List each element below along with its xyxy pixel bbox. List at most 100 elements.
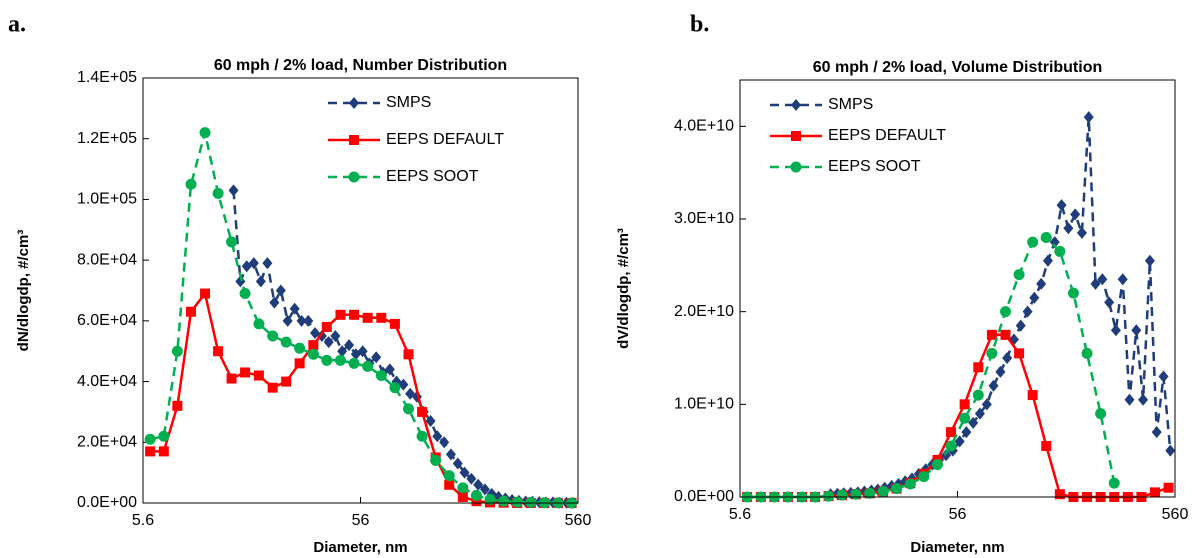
data-point (457, 482, 469, 494)
data-point (253, 318, 265, 330)
plot-frame (739, 79, 1176, 498)
data-point (239, 288, 251, 300)
data-point (1144, 254, 1155, 267)
data-point (918, 471, 930, 483)
data-point (1104, 296, 1115, 309)
data-point (946, 427, 957, 438)
data-point (988, 379, 999, 392)
legend-marker (348, 171, 360, 183)
legend-label: SMPS (828, 96, 873, 113)
data-point (371, 351, 382, 364)
data-point (417, 406, 428, 417)
data-point (348, 357, 360, 369)
data-point (511, 496, 523, 508)
data-point (823, 490, 835, 502)
data-point (1117, 273, 1128, 286)
data-point (389, 318, 400, 329)
data-point (1000, 306, 1012, 318)
data-point (995, 365, 1006, 378)
data-point (974, 407, 985, 420)
data-point (308, 340, 319, 351)
data-point (145, 446, 156, 457)
data-point (158, 430, 170, 442)
data-point (240, 367, 251, 378)
data-point (459, 466, 470, 479)
data-point (226, 236, 238, 248)
legend-label: EEPS DEFAULT (386, 131, 504, 148)
data-point (172, 400, 183, 411)
y-tick-label: 4.0E+04 (77, 373, 137, 390)
data-point (1110, 324, 1121, 337)
data-point (323, 336, 334, 349)
y-tick-label: 8.0E+04 (77, 251, 137, 268)
data-point (1124, 393, 1135, 406)
y-tick-label: 1.4E+05 (77, 69, 137, 86)
data-point (961, 426, 972, 439)
data-point (986, 347, 998, 359)
data-point (981, 398, 992, 411)
data-point (1013, 269, 1025, 281)
data-point (321, 354, 333, 366)
x-tick-label: 56 (352, 512, 370, 529)
y-tick-label: 4.0E+10 (674, 118, 734, 135)
data-point (1022, 305, 1033, 318)
data-point (1029, 291, 1040, 304)
data-point (416, 430, 428, 442)
legend-marker (349, 135, 359, 145)
legend-marker (790, 161, 802, 173)
x-tick-label: 5.6 (729, 506, 751, 523)
data-point (1070, 208, 1081, 221)
data-point (334, 354, 346, 366)
data-point (1138, 393, 1149, 406)
data-point (498, 495, 510, 507)
plot-frame (142, 77, 579, 504)
y-axis-label: dN/dlogdp, #/cm³ (15, 230, 32, 352)
data-point (1063, 222, 1074, 235)
data-point (959, 399, 970, 410)
legend-marker (791, 131, 801, 141)
y-tick-label: 1.2E+05 (77, 130, 137, 147)
x-tick-label: 5.6 (132, 512, 154, 529)
data-point (470, 489, 482, 501)
data-point (471, 496, 482, 507)
legend-label: EEPS SOOT (828, 158, 921, 175)
data-point (321, 321, 332, 332)
data-point (1158, 370, 1169, 383)
data-point (384, 363, 395, 376)
data-point (1090, 277, 1101, 290)
data-point (973, 362, 984, 373)
legend-label: EEPS DEFAULT (828, 127, 946, 144)
data-point (375, 370, 387, 381)
legend-marker (349, 97, 359, 109)
data-point (931, 459, 943, 471)
data-point (294, 358, 305, 369)
x-tick-label: 560 (565, 512, 592, 529)
data-point (403, 403, 415, 415)
data-point (282, 314, 293, 327)
data-point (267, 330, 279, 342)
data-point (972, 389, 984, 401)
data-point (212, 187, 224, 199)
data-point (1165, 444, 1176, 457)
data-point (430, 455, 442, 466)
data-point (185, 178, 197, 190)
data-point (235, 275, 246, 288)
data-point (199, 127, 211, 139)
data-point (213, 346, 224, 357)
data-point (457, 491, 468, 502)
data-point (1097, 273, 1108, 286)
x-tick-label: 56 (949, 506, 967, 523)
data-point (891, 483, 903, 495)
y-tick-label: 2.0E+10 (674, 303, 734, 320)
data-point (1108, 477, 1120, 489)
data-point (1163, 482, 1174, 493)
data-point (439, 436, 450, 449)
data-point (1002, 352, 1013, 364)
data-point (1054, 245, 1066, 257)
data-point (444, 479, 455, 490)
data-point (253, 370, 264, 381)
data-point (1076, 226, 1087, 239)
data-point (330, 330, 341, 343)
data-point (1081, 347, 1093, 359)
data-point (941, 449, 952, 462)
